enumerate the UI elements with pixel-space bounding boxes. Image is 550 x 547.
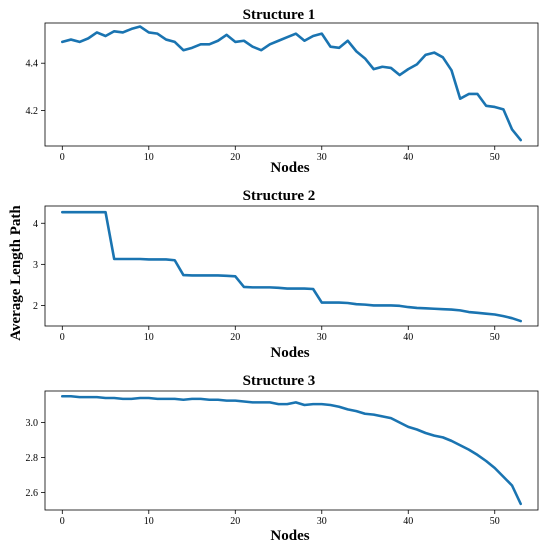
y-tick-label: 3.0 bbox=[26, 418, 39, 429]
y-tick-label: 4.4 bbox=[26, 59, 39, 70]
panel-title: Structure 2 bbox=[243, 188, 316, 204]
x-tick-label: 20 bbox=[230, 516, 240, 527]
x-tick-label: 50 bbox=[490, 332, 500, 343]
series-line bbox=[60, 25, 523, 142]
x-tick-label: 40 bbox=[403, 152, 413, 163]
y-tick-label: 2.8 bbox=[26, 453, 39, 464]
x-tick-label: 30 bbox=[317, 516, 327, 527]
x-axis-label: Nodes bbox=[270, 528, 309, 544]
plot-frame bbox=[44, 390, 539, 511]
series-line bbox=[60, 394, 523, 506]
x-tick-label: 50 bbox=[490, 516, 500, 527]
x-tick-label: 0 bbox=[60, 332, 65, 343]
panel-title: Structure 1 bbox=[243, 7, 316, 23]
x-tick-label: 40 bbox=[403, 516, 413, 527]
x-tick-label: 0 bbox=[60, 152, 65, 163]
x-tick-label: 10 bbox=[144, 152, 154, 163]
series-line bbox=[60, 210, 523, 323]
y-tick-label: 2 bbox=[33, 301, 38, 312]
panel-title: Structure 3 bbox=[243, 373, 316, 389]
x-tick-label: 40 bbox=[403, 332, 413, 343]
x-tick-label: 30 bbox=[317, 332, 327, 343]
panel-structure-2: Structure 2 Nodes 0 10 20 30 40 50 2 3 4 bbox=[33, 188, 539, 361]
x-tick-label: 10 bbox=[144, 516, 154, 527]
y-tick-label: 4 bbox=[33, 219, 38, 230]
x-tick-label: 30 bbox=[317, 152, 327, 163]
x-tick-label: 20 bbox=[230, 332, 240, 343]
x-axis-label: Nodes bbox=[270, 345, 309, 361]
plot-frame bbox=[44, 22, 539, 147]
panel-structure-3: Structure 3 Nodes 0 10 20 30 40 50 2.6 2.8 3.0 bbox=[26, 373, 539, 544]
y-tick-label: 2.6 bbox=[26, 488, 39, 499]
x-tick-label: 50 bbox=[490, 152, 500, 163]
panel-structure-1: Structure 1 Nodes 0 10 20 30 40 50 4.2 4.4 bbox=[26, 7, 539, 176]
x-tick-label: 0 bbox=[60, 516, 65, 527]
x-axis-label: Nodes bbox=[270, 160, 309, 176]
y-tick-label: 4.2 bbox=[26, 106, 39, 117]
y-tick-label: 3 bbox=[33, 260, 38, 271]
shared-y-axis-label: Average Length Path bbox=[8, 205, 24, 341]
x-tick-label: 20 bbox=[230, 152, 240, 163]
x-tick-label: 10 bbox=[144, 332, 154, 343]
plot-frame bbox=[44, 205, 539, 327]
